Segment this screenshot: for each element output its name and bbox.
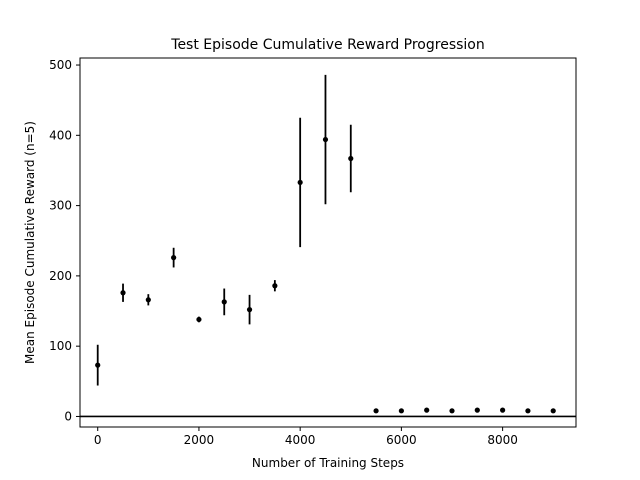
y-tick-label: 400 (49, 128, 72, 142)
data-point (550, 408, 556, 414)
data-series (95, 74, 556, 414)
data-point (322, 136, 329, 143)
data-point (500, 407, 506, 413)
data-point (95, 362, 101, 368)
chart-title: Test Episode Cumulative Reward Progressi… (170, 37, 484, 53)
data-point (120, 290, 126, 296)
x-tick-label: 6000 (386, 433, 417, 447)
data-point (145, 297, 151, 303)
x-axis-label: Number of Training Steps (252, 456, 404, 470)
data-point (272, 283, 278, 289)
data-point (348, 155, 354, 162)
x-tick-label: 0 (94, 433, 102, 447)
y-tick-label: 300 (49, 199, 72, 213)
x-axis: 0 2000 4000 6000 8000 (94, 427, 518, 447)
data-point (246, 307, 253, 313)
data-point (449, 408, 455, 414)
data-point (424, 407, 430, 413)
data-point (525, 408, 531, 414)
data-point (171, 255, 177, 261)
y-tick-label: 500 (49, 58, 72, 72)
data-point (297, 179, 303, 186)
y-axis: 0 100 200 300 400 500 (49, 58, 80, 423)
y-tick-label: 100 (49, 339, 72, 353)
data-point (373, 408, 379, 414)
y-axis-label: Mean Episode Cumulative Reward (n=5) (23, 121, 37, 364)
y-tick-label: 0 (64, 409, 72, 423)
y-tick-label: 200 (49, 269, 72, 283)
x-tick-label: 4000 (285, 433, 316, 447)
data-point (398, 408, 404, 414)
x-tick-label: 2000 (184, 433, 215, 447)
data-point (196, 316, 202, 323)
data-point (221, 299, 227, 305)
data-point (474, 407, 480, 413)
x-tick-label: 8000 (487, 433, 518, 447)
plot-area (79, 57, 577, 428)
